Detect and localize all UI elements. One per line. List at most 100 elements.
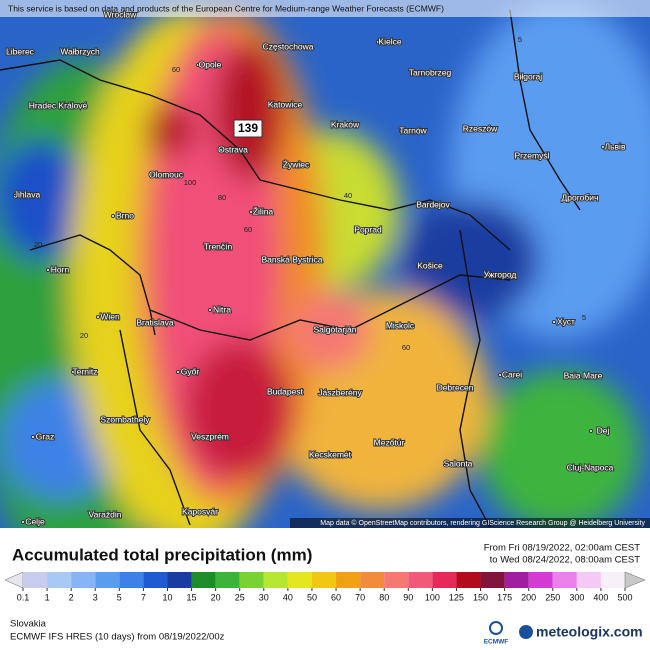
scale-tick-label: 60 [331, 592, 341, 602]
city-dot [321, 328, 325, 332]
scale-segment [480, 572, 505, 588]
contour-label: 80 [218, 193, 226, 202]
scale-segment [336, 572, 361, 588]
city-dot [466, 127, 470, 131]
brand: meteologix.com [536, 624, 643, 640]
city-dot [204, 245, 208, 249]
city-label: Bardejov [416, 199, 450, 209]
attribution-band [290, 518, 650, 528]
scale-segment [191, 572, 216, 588]
city-labels: Wrocław Częstochowa Kielce Liberec Wałbrzych… [5, 8, 627, 527]
city-label: Jihlava [14, 189, 41, 199]
city-label: Kaposvár [182, 506, 218, 516]
city-label: Wrocław [104, 9, 137, 19]
city-label: Budapest [267, 386, 304, 396]
scale-tick-label: 100 [425, 592, 440, 602]
city-dot [21, 520, 25, 524]
city-label: Horn [51, 264, 70, 274]
city-dot [278, 258, 282, 262]
city-dot [274, 45, 278, 49]
scale-tick-label: 70 [355, 592, 365, 602]
scale-tick-label: 5 [117, 592, 122, 602]
scale-segment [239, 572, 264, 588]
city-dot [186, 510, 190, 514]
city-dot [282, 163, 286, 167]
city-dot [566, 196, 570, 200]
city-dot [31, 435, 35, 439]
scale-tick-label: 300 [569, 592, 584, 602]
city-label: Bratislava [136, 317, 174, 327]
city-label: Nitra [213, 304, 231, 314]
city-dot [316, 453, 320, 457]
city-dot [576, 466, 580, 470]
scale-segment [143, 572, 168, 588]
ecmwf-logo [489, 621, 503, 635]
scale-tick-label: 40 [283, 592, 293, 602]
city-dot [196, 63, 200, 67]
city-label: Wałbrzych [60, 46, 100, 56]
city-label: Tarnów [399, 125, 427, 135]
city-label: Katowice [268, 99, 303, 109]
city-label: Cluj-Napoca [567, 462, 614, 472]
city-dot [208, 308, 212, 312]
scale-segment [456, 572, 481, 588]
scale-segment [408, 572, 433, 588]
city-label: Celje [25, 516, 45, 526]
city-label: Olomouc [149, 169, 184, 179]
city-dot [601, 145, 605, 149]
city-dot [111, 418, 115, 422]
max-label-box [233, 119, 263, 138]
scale-tick-label: 125 [449, 592, 464, 602]
city-dot [66, 50, 70, 54]
scale-segment [311, 572, 337, 588]
scale-segment [432, 572, 457, 588]
scale-segment [552, 572, 577, 588]
brand-logo [519, 625, 533, 639]
city-dot [514, 75, 518, 79]
city-dot [152, 173, 156, 177]
contour-label: 20 [80, 331, 88, 340]
city-dot [196, 435, 200, 439]
city-label: Częstochowa [262, 41, 313, 51]
city-label: Tarnobrzeg [409, 67, 452, 77]
city-label: Carei [502, 369, 522, 379]
city-dot [552, 320, 556, 324]
city-dot [354, 228, 358, 232]
city-label: Opole [199, 59, 222, 69]
legend-title: Accumulated total precipitation (mm) [12, 545, 312, 564]
scale-tick-label: 0.1 [17, 592, 30, 602]
contour-label: 20 [34, 240, 42, 249]
scale-segment [119, 572, 144, 588]
city-label: Rzeszów [463, 123, 498, 133]
city-dot [141, 321, 145, 325]
city-dot [326, 391, 330, 395]
city-dot [419, 203, 423, 207]
city-label: Žilina [253, 206, 274, 216]
city-dot [96, 315, 100, 319]
city-label: Veszprém [191, 431, 229, 441]
city-label: Košice [417, 260, 443, 270]
scale-segment [47, 572, 72, 588]
color-scale: 0.1 1 2 3 5 7 10 15 20 25 30 40 50 60 70 80 90 100 125 150 1… [4, 571, 646, 602]
scale-tick-label: 90 [403, 592, 413, 602]
city-label: Salonta [444, 458, 473, 468]
city-dot [13, 193, 17, 197]
scale-segment [71, 572, 96, 588]
city-dot [416, 264, 420, 268]
scale-tick-label: 30 [259, 592, 269, 602]
scale-tick-label: 25 [235, 592, 245, 602]
scale-segment [95, 572, 120, 588]
service-notice: This service is based on data and produc… [8, 3, 444, 13]
scale-segment [504, 572, 529, 588]
city-label: Wien [100, 311, 120, 321]
city-label: Ternitz [72, 366, 97, 376]
city-label: Przemyśl [515, 150, 550, 160]
scale-segment [215, 572, 240, 588]
city-dot [6, 50, 10, 54]
city-dot [249, 210, 253, 214]
city-dot [399, 129, 403, 133]
city-label: Kraków [331, 119, 360, 129]
scale-tick-label: 80 [379, 592, 389, 602]
city-label: Jászberény [318, 387, 362, 397]
